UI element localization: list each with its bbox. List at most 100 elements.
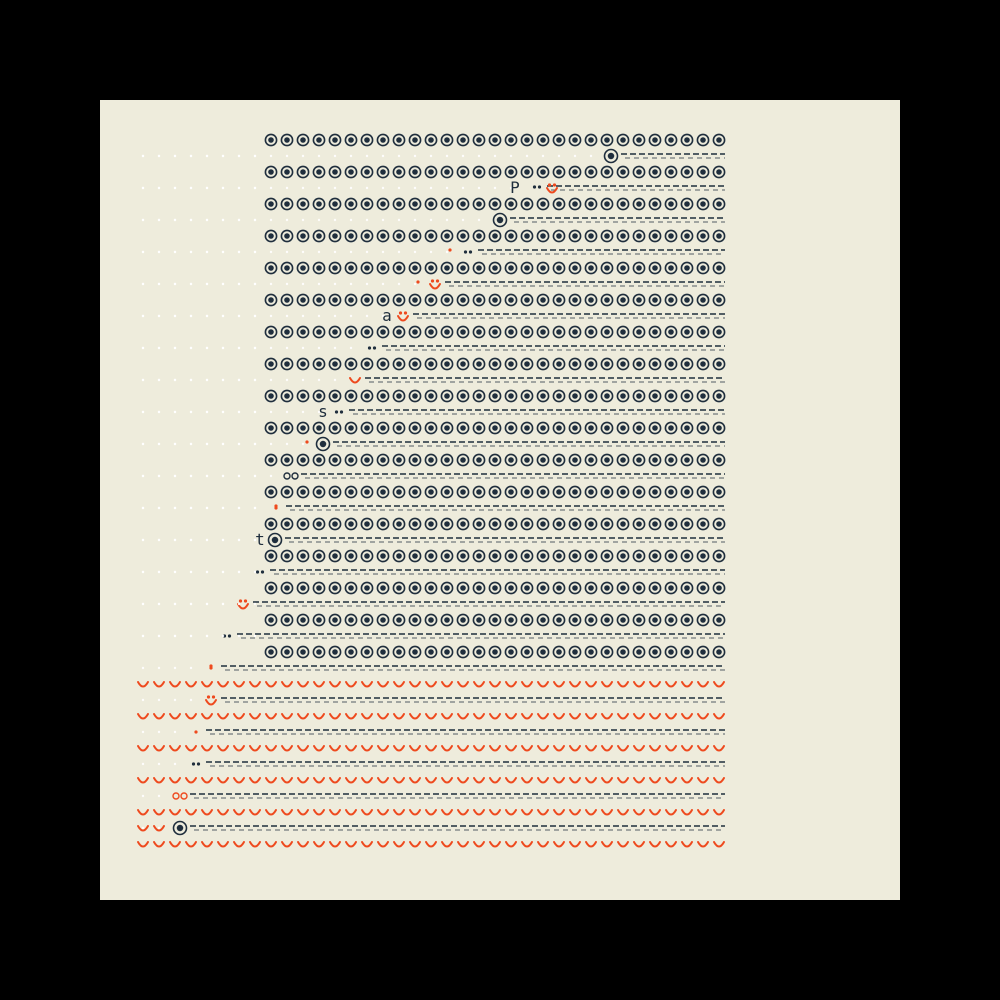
faint-dot: [157, 474, 161, 478]
faint-dot: [157, 314, 161, 318]
ring-icon: [568, 645, 582, 659]
ring-icon-core: [284, 553, 290, 559]
ring-icon-core: [572, 617, 578, 623]
ring-icon-core: [652, 233, 658, 239]
ring-icon: [312, 133, 326, 147]
ring-icon: [600, 453, 614, 467]
ring-icon-core: [588, 233, 594, 239]
ring-icon: [632, 517, 646, 531]
ring-icon-core: [268, 489, 274, 495]
smile-icon: [537, 745, 549, 752]
ring-icon: [504, 613, 518, 627]
ring-icon-core: [444, 425, 450, 431]
ring-icon: [264, 453, 278, 467]
faint-dot: [141, 250, 145, 254]
faint-dot: [189, 378, 193, 382]
ring-icon: [392, 197, 406, 211]
ring-icon-core: [364, 553, 370, 559]
smile-icon: [409, 809, 421, 816]
smile-icon: [329, 713, 341, 720]
ring-icon-core: [540, 297, 546, 303]
ring-icon-core: [284, 585, 290, 591]
ring-icon-core: [316, 585, 322, 591]
ring-icon: [680, 389, 694, 403]
ring-icon: [264, 357, 278, 371]
accent-dot: [448, 248, 452, 252]
ring-icon: [344, 389, 358, 403]
ring-icon: [552, 229, 566, 243]
faint-dot: [173, 442, 177, 446]
ring-icon-core: [700, 489, 706, 495]
ring-icon: [616, 485, 630, 499]
smile-icon: [361, 713, 373, 720]
faint-dot: [349, 218, 353, 222]
smile-icon: [457, 841, 469, 848]
ring-icon: [664, 325, 678, 339]
smile-icon: [521, 713, 533, 720]
ring-icon-core: [508, 585, 514, 591]
faint-dot: [141, 282, 145, 286]
ring-icon-core: [284, 297, 290, 303]
ring-icon-core: [684, 233, 690, 239]
ring-icon-core: [604, 169, 610, 175]
ring-icon: [312, 325, 326, 339]
ring-icon-core: [556, 265, 562, 271]
ring-icon-core: [332, 233, 338, 239]
ring-icon: [568, 581, 582, 595]
ring-icon-core: [412, 457, 418, 463]
faint-dot: [205, 442, 209, 446]
smile-icon: [201, 713, 213, 720]
face-icon-r: [243, 599, 248, 603]
ring-icon: [648, 293, 662, 307]
ring-icon: [267, 532, 283, 548]
ring-icon: [376, 165, 390, 179]
ring-icon: [376, 485, 390, 499]
ring-icon: [328, 453, 342, 467]
ring-icon-core: [556, 457, 562, 463]
faint-dot: [157, 186, 161, 190]
smile-icon: [553, 777, 565, 784]
ring-icon: [584, 645, 598, 659]
ring-icon-core: [716, 649, 722, 655]
ring-icon-core: [412, 585, 418, 591]
ring-icon-core: [316, 649, 322, 655]
ring-icon-core: [268, 361, 274, 367]
faint-dot: [461, 154, 465, 158]
eyes-icon-l: [334, 410, 339, 414]
ring-icon-core: [604, 617, 610, 623]
ring-icon: [360, 549, 374, 563]
ring-icon: [664, 645, 678, 659]
ring-icon-core: [508, 617, 514, 623]
ring-icon-core: [604, 585, 610, 591]
ring-icon: [392, 613, 406, 627]
ring-icon-core: [604, 233, 610, 239]
ring-icon-core: [492, 617, 498, 623]
ring-icon-core: [271, 536, 279, 544]
ring-icon-core: [508, 169, 514, 175]
faint-dot: [381, 154, 385, 158]
faint-dot: [237, 314, 241, 318]
ring-icon-core: [604, 553, 610, 559]
faint-dot: [349, 282, 353, 286]
ring-icon: [504, 645, 518, 659]
ring-icon-core: [716, 521, 722, 527]
ring-icon: [504, 293, 518, 307]
ring-icon-core: [620, 297, 626, 303]
ring-icon: [504, 421, 518, 435]
smile-icon: [153, 745, 165, 752]
ring-icon: [328, 133, 342, 147]
smile-icon: [553, 841, 565, 848]
ring-icon: [328, 549, 342, 563]
ring-icon: [472, 453, 486, 467]
ring-icon-core: [460, 425, 466, 431]
ring-icon: [376, 133, 390, 147]
ring-icon-core: [476, 361, 482, 367]
ring-icon-core: [652, 553, 658, 559]
ring-icon: [552, 613, 566, 627]
eyes-icon-l: [463, 250, 468, 254]
ring-icon: [696, 581, 710, 595]
ring-icon: [472, 421, 486, 435]
ring-icon: [440, 389, 454, 403]
faint-dot: [365, 186, 369, 190]
ring-icon-core: [396, 361, 402, 367]
